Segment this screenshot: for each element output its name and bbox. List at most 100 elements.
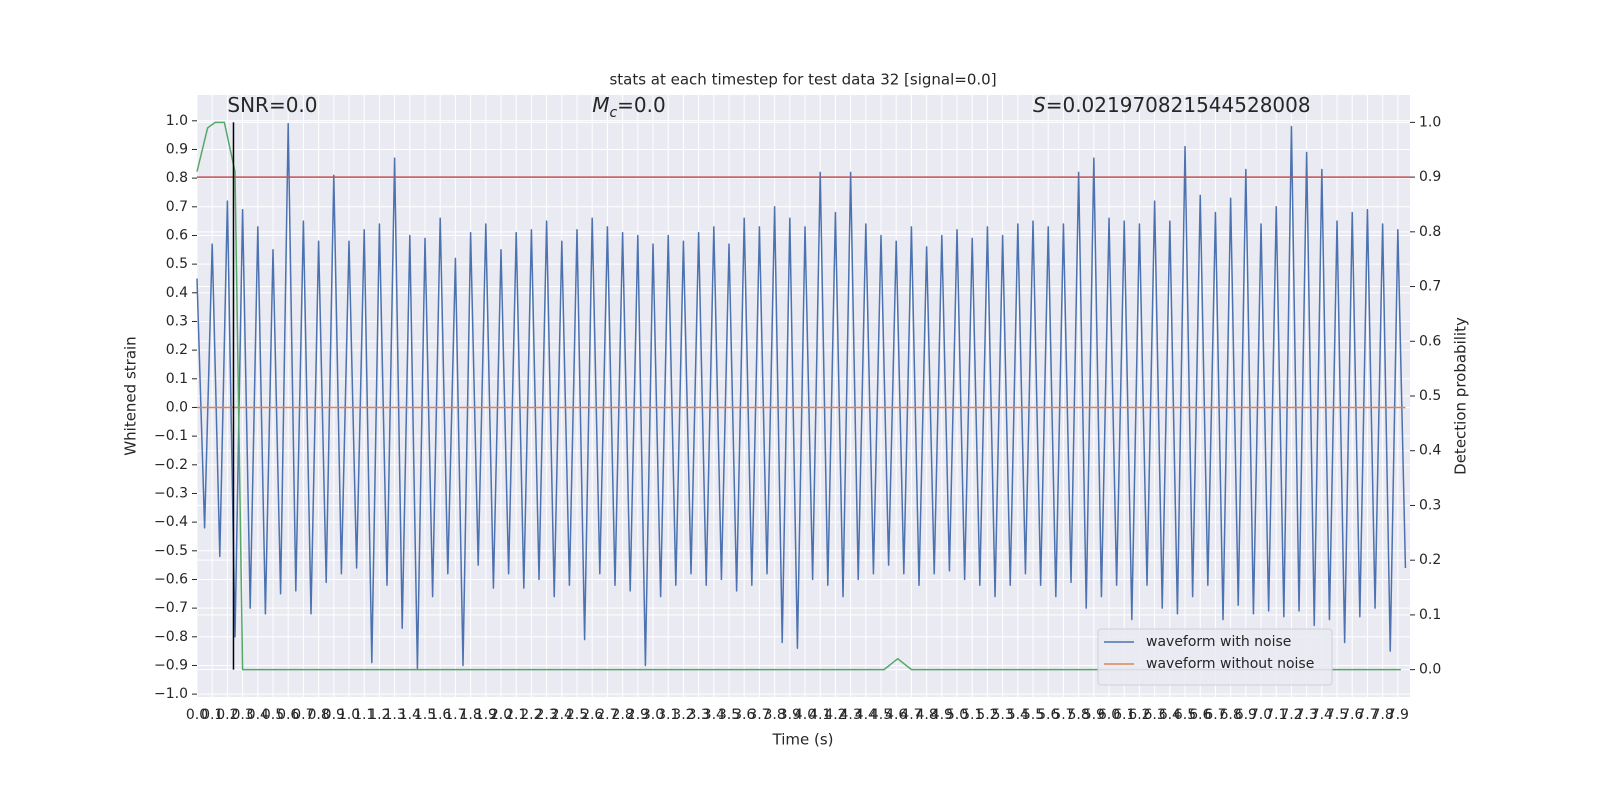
- x-tick-label: 3.0: [642, 707, 664, 723]
- y-axis-label: Whitened strain: [122, 336, 140, 455]
- grid: [196, 95, 1410, 697]
- x-tick-label: 1.5: [414, 707, 436, 723]
- x-tick-label: 3.1: [657, 707, 679, 723]
- x-tick-label: 6.3: [1143, 707, 1165, 723]
- y-tick-label: 0.1: [166, 371, 188, 387]
- y-tick-label: −0.2: [154, 457, 188, 473]
- y2-axis-label: Detection probability: [1452, 317, 1470, 475]
- x-tick-label: 7.3: [1296, 707, 1318, 723]
- y2-tick-label: 1.0: [1419, 114, 1441, 130]
- x-tick-label: 4.9: [931, 707, 953, 723]
- x-tick-label: 5.7: [1052, 707, 1074, 723]
- x-tick-label: 4.5: [870, 707, 892, 723]
- x-tick-label: 7.5: [1326, 707, 1348, 723]
- x-tick-label: 5.3: [991, 707, 1013, 723]
- y2-tick-label: 0.2: [1419, 552, 1441, 568]
- x-tick-label: 0.7: [292, 707, 314, 723]
- x-tick-label: 6.8: [1220, 707, 1242, 723]
- x-tick-label: 2.1: [505, 707, 527, 723]
- annotation: Mc=0.0: [592, 93, 666, 121]
- x-tick-label: 6.9: [1235, 707, 1257, 723]
- x-tick-label: 5.9: [1083, 707, 1105, 723]
- x-tick-label: 0.0: [186, 707, 208, 723]
- x-tick-label: 5.8: [1067, 707, 1089, 723]
- legend-box: [1097, 628, 1333, 686]
- y2-tick-label: 0.6: [1419, 333, 1441, 349]
- x-tick-label: 4.1: [809, 707, 831, 723]
- y-tick-label: −0.9: [154, 657, 188, 673]
- y-tick-label: 0.9: [166, 141, 188, 157]
- y-tick-label: −0.7: [154, 600, 188, 616]
- x-tick-label: 3.3: [687, 707, 709, 723]
- x-tick-label: 1.7: [444, 707, 466, 723]
- y-tick-label: 0.3: [166, 313, 188, 329]
- x-tick-label: 7.9: [1387, 707, 1409, 723]
- x-tick-label: 2.2: [520, 707, 542, 723]
- x-tick-label: 2.3: [535, 707, 557, 723]
- y-tick-label: 0.4: [166, 285, 188, 301]
- x-tick-label: 7.6: [1341, 707, 1363, 723]
- annotation: S=0.021970821544528008: [1033, 93, 1311, 117]
- y-tick-label: 0.7: [166, 199, 188, 215]
- x-tick-label: 3.7: [748, 707, 770, 723]
- x-tick-label: 0.8: [307, 707, 329, 723]
- y2-tick-label: 0.3: [1419, 497, 1441, 513]
- x-tick-label: 3.4: [703, 707, 725, 723]
- y2-tick-label: 0.8: [1419, 224, 1441, 240]
- annotation: SNR=0.0: [227, 93, 317, 117]
- x-tick-label: 5.6: [1037, 707, 1059, 723]
- y-tick-label: −0.5: [154, 543, 188, 559]
- x-tick-label: 1.4: [399, 707, 421, 723]
- x-tick-label: 1.0: [338, 707, 360, 723]
- x-tick-label: 2.8: [611, 707, 633, 723]
- x-tick-label: 4.2: [824, 707, 846, 723]
- y-tick-label: −1.0: [154, 686, 188, 702]
- chart-title: stats at each timestep for test data 32 …: [609, 71, 996, 89]
- annotation-symbol: M: [592, 93, 609, 117]
- x-tick-label: 2.6: [581, 707, 603, 723]
- y-tick-label: 0.2: [166, 342, 188, 358]
- annotation-symbol: S: [1033, 93, 1046, 117]
- labels: 0.00.10.20.30.40.50.60.70.80.91.01.11.21…: [154, 93, 1441, 723]
- series-line: [196, 122, 1407, 670]
- x-tick-label: 7.2: [1280, 707, 1302, 723]
- y-tick-label: −0.1: [154, 428, 188, 444]
- x-tick-label: 5.0: [946, 707, 968, 723]
- x-tick-label: 5.5: [1022, 707, 1044, 723]
- x-tick-label: 1.2: [368, 707, 390, 723]
- x-tick-label: 1.9: [475, 707, 497, 723]
- x-tick-label: 6.1: [1113, 707, 1135, 723]
- x-tick-label: 4.3: [839, 707, 861, 723]
- y-tick-label: −0.3: [154, 485, 188, 501]
- x-tick-label: 4.7: [900, 707, 922, 723]
- y-tick-label: 0.5: [166, 256, 188, 272]
- y-tick-label: 1.0: [166, 113, 188, 129]
- x-tick-label: 7.4: [1311, 707, 1333, 723]
- y2-tick-label: 0.1: [1419, 607, 1441, 623]
- x-tick-label: 1.6: [429, 707, 451, 723]
- annotation-text: SNR=0.0: [227, 93, 317, 117]
- x-tick-label: 3.6: [733, 707, 755, 723]
- x-tick-label: 1.1: [353, 707, 375, 723]
- annotation-text: =0.0: [617, 93, 666, 117]
- x-tick-label: 0.6: [277, 707, 299, 723]
- x-tick-label: 1.3: [383, 707, 405, 723]
- x-tick-label: 2.7: [596, 707, 618, 723]
- x-tick-label: 7.8: [1372, 707, 1394, 723]
- annotation-text: =0.021970821544528008: [1046, 93, 1311, 117]
- series-line: [196, 121, 1401, 671]
- x-tick-label: 4.0: [794, 707, 816, 723]
- x-tick-label: 6.4: [1159, 707, 1181, 723]
- x-tick-label: 4.6: [885, 707, 907, 723]
- marks: [196, 121, 1410, 671]
- x-tick-label: 0.2: [216, 707, 238, 723]
- x-tick-label: 7.0: [1250, 707, 1272, 723]
- x-tick-label: 6.2: [1128, 707, 1150, 723]
- x-tick-label: 6.7: [1204, 707, 1226, 723]
- x-tick-label: 0.4: [247, 707, 269, 723]
- y2-tick-label: 0.0: [1419, 662, 1441, 678]
- x-tick-label: 5.4: [1007, 707, 1029, 723]
- x-tick-label: 7.7: [1356, 707, 1378, 723]
